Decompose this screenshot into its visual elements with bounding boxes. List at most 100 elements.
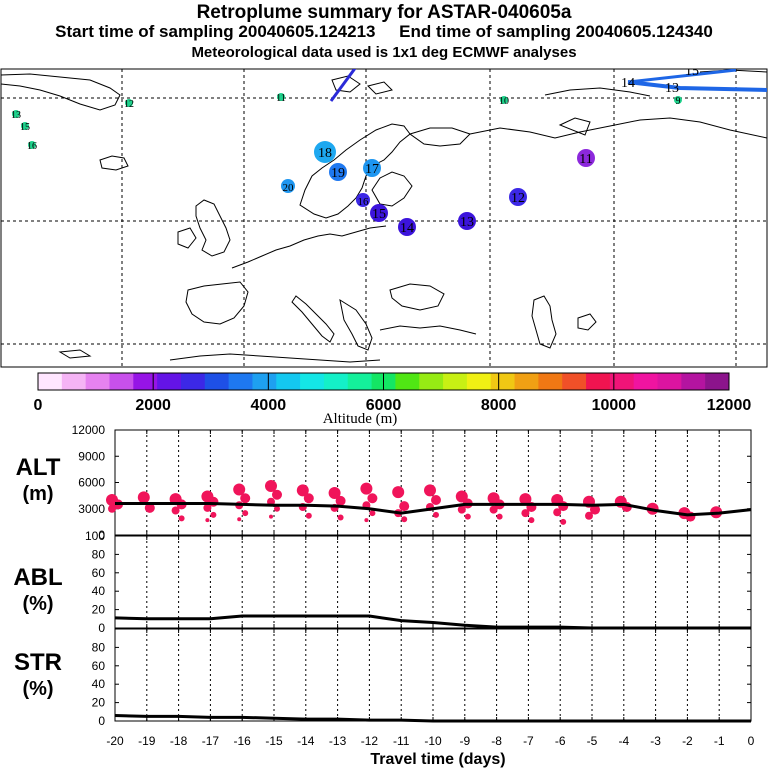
x-tick--12: -12: [361, 734, 379, 748]
str-line: [114, 713, 751, 723]
map-marker-14-circle: [398, 218, 416, 236]
map-marker-17-circle: [363, 159, 381, 177]
map-marker-13-circle: [458, 212, 476, 230]
alt-point: [521, 509, 530, 518]
x-tick--17: -17: [202, 734, 220, 748]
alt-point: [178, 515, 185, 522]
colorbar-swatch: [133, 373, 158, 390]
map-marker-20-circle: [281, 179, 295, 193]
alt-scatter-points: [106, 480, 723, 525]
trajectory-line-northeast-upper: [627, 69, 737, 84]
abl-y-tick-60: 60: [92, 566, 106, 580]
colorbar-swatch: [586, 373, 611, 390]
alt-point: [369, 510, 376, 517]
trajectory-line-northeast-lower: [627, 80, 767, 92]
map-marker-18-circle: [314, 141, 336, 163]
alt-y-tick-9000: 9000: [78, 449, 105, 463]
colorbar-swatch: [157, 373, 182, 390]
map-plain-labels: 14 13 15: [621, 69, 699, 96]
colorbar-swatch: [323, 373, 349, 390]
abl-panel: ABL (%) 100 80 60 40 20 0: [13, 529, 752, 635]
alt-panel: ALT (m) 12000 9000 6000 3000 0: [16, 423, 752, 542]
colorbar-swatch: [490, 373, 516, 390]
alt-point: [528, 517, 535, 524]
x-tick--1: -1: [714, 734, 725, 748]
x-tick--19: -19: [138, 734, 156, 748]
alt-point: [367, 493, 378, 504]
x-tick--8: -8: [491, 734, 502, 748]
colorbar-swatch: [514, 373, 539, 390]
x-tick-labels: -20 -19 -18 -17 -16 -15 -14 -13 -12 -11 -10 -9 -8 -7-…: [106, 734, 754, 748]
colorbar-swatch: [562, 373, 587, 390]
map-small-marker-11-dot: [277, 93, 285, 101]
map-small-marker-13: 13: [11, 110, 21, 121]
abl-unit: (%): [22, 593, 53, 615]
alt-point: [401, 516, 408, 523]
colorbar-tick-10000: 10000: [592, 397, 637, 414]
colorbar-swatch: [466, 373, 492, 390]
colorbar-swatch: [609, 373, 635, 390]
x-tick--13: -13: [329, 734, 347, 748]
map-small-marker-13-dot: [12, 110, 20, 118]
map-marker-18-label: 18: [318, 146, 332, 161]
alt-point: [590, 504, 600, 515]
plot-title: Retroplume summary for ASTAR-040605a: [196, 2, 572, 23]
alt-point: [237, 517, 242, 522]
map-marker-12-label: 12: [511, 191, 525, 206]
str-panel: STR (%) 80 60 40 20 0: [14, 628, 752, 728]
alt-point: [305, 512, 312, 519]
colorbar-swatch: [300, 373, 325, 390]
map-marker-17-label: 17: [365, 162, 379, 177]
colorbar-tick-12000: 12000: [707, 397, 752, 414]
colorbar-swatch: [705, 373, 730, 390]
str-grid: [114, 629, 752, 721]
alt-mean-line: [115, 502, 752, 517]
alt-point: [242, 510, 249, 517]
map-small-marker-12: 12: [124, 99, 134, 110]
colorbar-swatch: [228, 373, 253, 390]
colorbar-swatch: [443, 373, 468, 390]
alt-y-ticks: 12000 9000 6000 3000 0: [72, 423, 751, 542]
met-data-label: Meteorological data used is 1x1 deg ECMW…: [191, 44, 577, 61]
x-tick-0: 0: [748, 734, 755, 748]
str-label: STR: [14, 649, 62, 676]
str-y-tick-40: 40: [92, 677, 106, 691]
x-tick--7: -7: [523, 734, 534, 748]
alt-point: [519, 493, 532, 506]
alt-point: [335, 495, 346, 506]
alt-point: [203, 503, 212, 512]
abl-y-tick-20: 20: [92, 603, 106, 617]
map-marker-13-label: 13: [460, 215, 474, 230]
colorbar-swatch: [276, 373, 301, 390]
map-marker-20-label: 20: [283, 182, 295, 194]
alt-y-tick-0: 0: [98, 528, 105, 542]
map-graticule: [1, 69, 767, 367]
str-unit: (%): [22, 678, 53, 700]
alt-point: [585, 511, 593, 520]
alt-point: [489, 505, 498, 514]
map-small-marker-11: 11: [276, 93, 286, 104]
alt-y-tick-12000: 12000: [72, 423, 106, 437]
colorbar-swatch: [61, 373, 87, 390]
colorbar-swatch: [633, 373, 659, 390]
map-small-marker-12-dot: [125, 99, 133, 107]
str-y-tick-20: 20: [92, 696, 106, 710]
alt-point: [424, 484, 436, 497]
x-tick--18: -18: [170, 734, 188, 748]
start-time-label: Start time of sampling 20040605.124213: [55, 22, 376, 41]
str-y-ticks: 80 60 40 20 0: [92, 640, 751, 728]
map-plain-label-14: 14: [621, 76, 635, 91]
abl-y-tick-80: 80: [92, 547, 106, 561]
alt-y-tick-6000: 6000: [78, 476, 105, 490]
x-tick--9: -9: [459, 734, 470, 748]
alt-label: ALT: [16, 454, 61, 481]
end-time-label: End time of sampling 20040605.124340: [399, 22, 713, 41]
colorbar-tick-8000: 8000: [481, 397, 517, 414]
map-marker-12-circle: [509, 188, 527, 206]
x-tick--5: -5: [587, 734, 598, 748]
x-tick--20: -20: [106, 734, 124, 748]
colorbar-swatch: [347, 373, 373, 390]
sampling-time-line: Start time of sampling 20040605.124213 E…: [0, 22, 768, 42]
